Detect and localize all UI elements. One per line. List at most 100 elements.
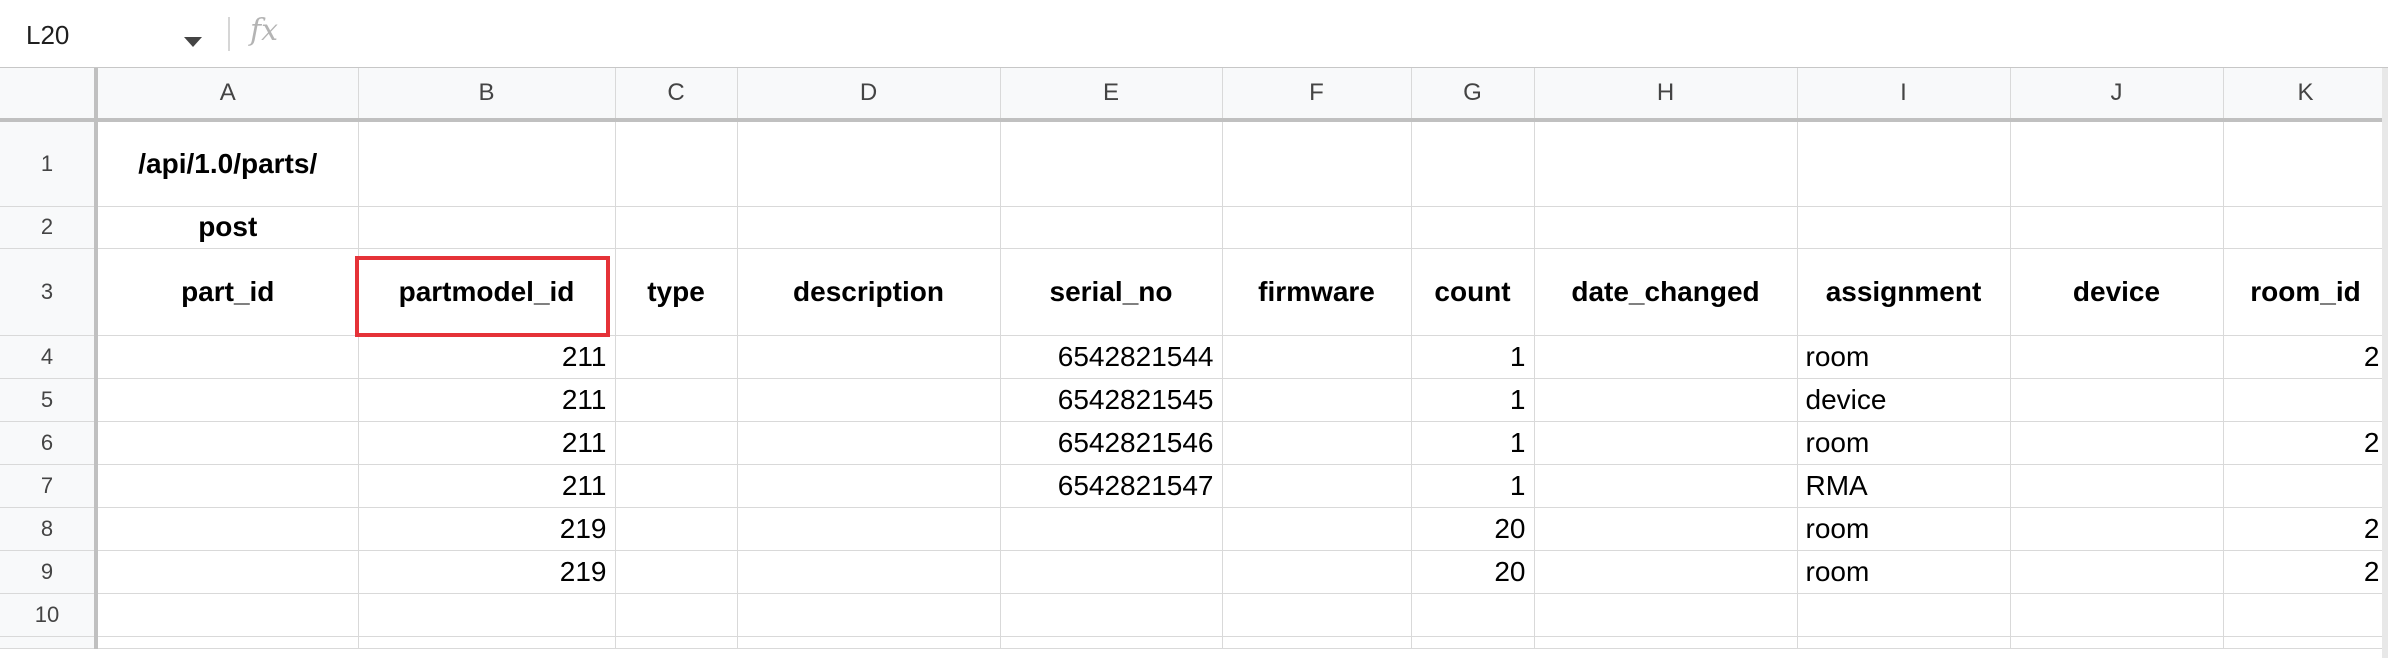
cell-f1[interactable] [1222,120,1412,207]
cell-d5[interactable] [737,378,1001,422]
vertical-scrollbar[interactable] [2382,68,2388,658]
row-header-9[interactable]: 9 [0,550,98,594]
cell-d3[interactable]: description [737,248,1001,336]
cell-e5[interactable]: 6542821545 [1000,378,1223,422]
row-header-5[interactable]: 5 [0,378,98,422]
column-header-j[interactable]: J [2010,68,2224,122]
cell-b6[interactable]: 211 [358,421,616,465]
cell-g4[interactable]: 1 [1411,335,1535,379]
select-all-corner[interactable] [0,68,98,122]
cell-h9[interactable] [1534,550,1798,594]
chevron-down-icon[interactable] [184,37,202,47]
cell-c6[interactable] [615,421,738,465]
cell-i4[interactable]: room [1797,335,2011,379]
cell-e10[interactable] [1000,593,1223,637]
cell-e8[interactable] [1000,507,1223,551]
cell-d7[interactable] [737,464,1001,508]
cell-f4[interactable] [1222,335,1412,379]
cell-i6[interactable]: room [1797,421,2011,465]
cell-b8[interactable]: 219 [358,507,616,551]
cell-c8[interactable] [615,507,738,551]
cell-b3[interactable]: partmodel_id [358,248,616,336]
cell-i7[interactable]: RMA [1797,464,2011,508]
cell-e1[interactable] [1000,120,1223,207]
cell-i1[interactable] [1797,120,2011,207]
cell-c2[interactable] [615,206,738,249]
cell-a1[interactable]: /api/1.0/parts/ [96,120,359,207]
cell-h10[interactable] [1534,593,1798,637]
cell-i8[interactable]: room [1797,507,2011,551]
row-header-2[interactable]: 2 [0,206,98,249]
cell-k7[interactable] [2223,464,2388,508]
row-header-4[interactable]: 4 [0,335,98,379]
cell-a2[interactable]: post [96,206,359,249]
cell-b5[interactable]: 211 [358,378,616,422]
cell-h2[interactable] [1534,206,1798,249]
cell-a5[interactable] [96,378,359,422]
cell-a6[interactable] [96,421,359,465]
cell-d10[interactable] [737,593,1001,637]
cell-j5[interactable] [2010,378,2224,422]
column-header-a[interactable]: A [96,68,359,122]
cell-a9[interactable] [96,550,359,594]
cell-f8[interactable] [1222,507,1412,551]
cell-e2[interactable] [1000,206,1223,249]
column-header-c[interactable]: C [615,68,738,122]
cell-c3[interactable]: type [615,248,738,336]
cell-c10[interactable] [615,593,738,637]
cell-d4[interactable] [737,335,1001,379]
cell-g3[interactable]: count [1411,248,1535,336]
cell-e9[interactable] [1000,550,1223,594]
cell-b7[interactable]: 211 [358,464,616,508]
cell-h1[interactable] [1534,120,1798,207]
cell-f5[interactable] [1222,378,1412,422]
cell-g9[interactable]: 20 [1411,550,1535,594]
cell-g8[interactable]: 20 [1411,507,1535,551]
column-header-f[interactable]: F [1222,68,1412,122]
cell-i2[interactable] [1797,206,2011,249]
row-header-6[interactable]: 6 [0,421,98,465]
cell-f10[interactable] [1222,593,1412,637]
cell-j9[interactable] [2010,550,2224,594]
cell-k2[interactable] [2223,206,2388,249]
cell-b10[interactable] [358,593,616,637]
cell-a4[interactable] [96,335,359,379]
column-header-b[interactable]: B [358,68,616,122]
cell-h8[interactable] [1534,507,1798,551]
cell-k3[interactable]: room_id [2223,248,2388,336]
column-header-d[interactable]: D [737,68,1001,122]
cell-e3[interactable]: serial_no [1000,248,1223,336]
cell-h3[interactable]: date_changed [1534,248,1798,336]
cell-k4[interactable]: 2 [2223,335,2388,379]
cell-i9[interactable]: room [1797,550,2011,594]
cell-g1[interactable] [1411,120,1535,207]
cell-i10[interactable] [1797,593,2011,637]
cell-k10[interactable] [2223,593,2388,637]
cell-g5[interactable]: 1 [1411,378,1535,422]
cell-h5[interactable] [1534,378,1798,422]
cell-j4[interactable] [2010,335,2224,379]
cell-h7[interactable] [1534,464,1798,508]
cell-c4[interactable] [615,335,738,379]
cell-b9[interactable]: 219 [358,550,616,594]
cell-b1[interactable] [358,120,616,207]
cell-e7[interactable]: 6542821547 [1000,464,1223,508]
cell-h4[interactable] [1534,335,1798,379]
cell-c5[interactable] [615,378,738,422]
cell-k1[interactable] [2223,120,2388,207]
cell-f7[interactable] [1222,464,1412,508]
cell-j3[interactable]: device [2010,248,2224,336]
cell-g7[interactable]: 1 [1411,464,1535,508]
cell-i5[interactable]: device [1797,378,2011,422]
cell-b2[interactable] [358,206,616,249]
cell-g2[interactable] [1411,206,1535,249]
cell-j1[interactable] [2010,120,2224,207]
cell-a3[interactable]: part_id [96,248,359,336]
cell-f6[interactable] [1222,421,1412,465]
cell-f9[interactable] [1222,550,1412,594]
row-header-8[interactable]: 8 [0,507,98,551]
cell-j7[interactable] [2010,464,2224,508]
cell-e4[interactable]: 6542821544 [1000,335,1223,379]
row-header-1[interactable]: 1 [0,120,98,207]
column-header-e[interactable]: E [1000,68,1223,122]
